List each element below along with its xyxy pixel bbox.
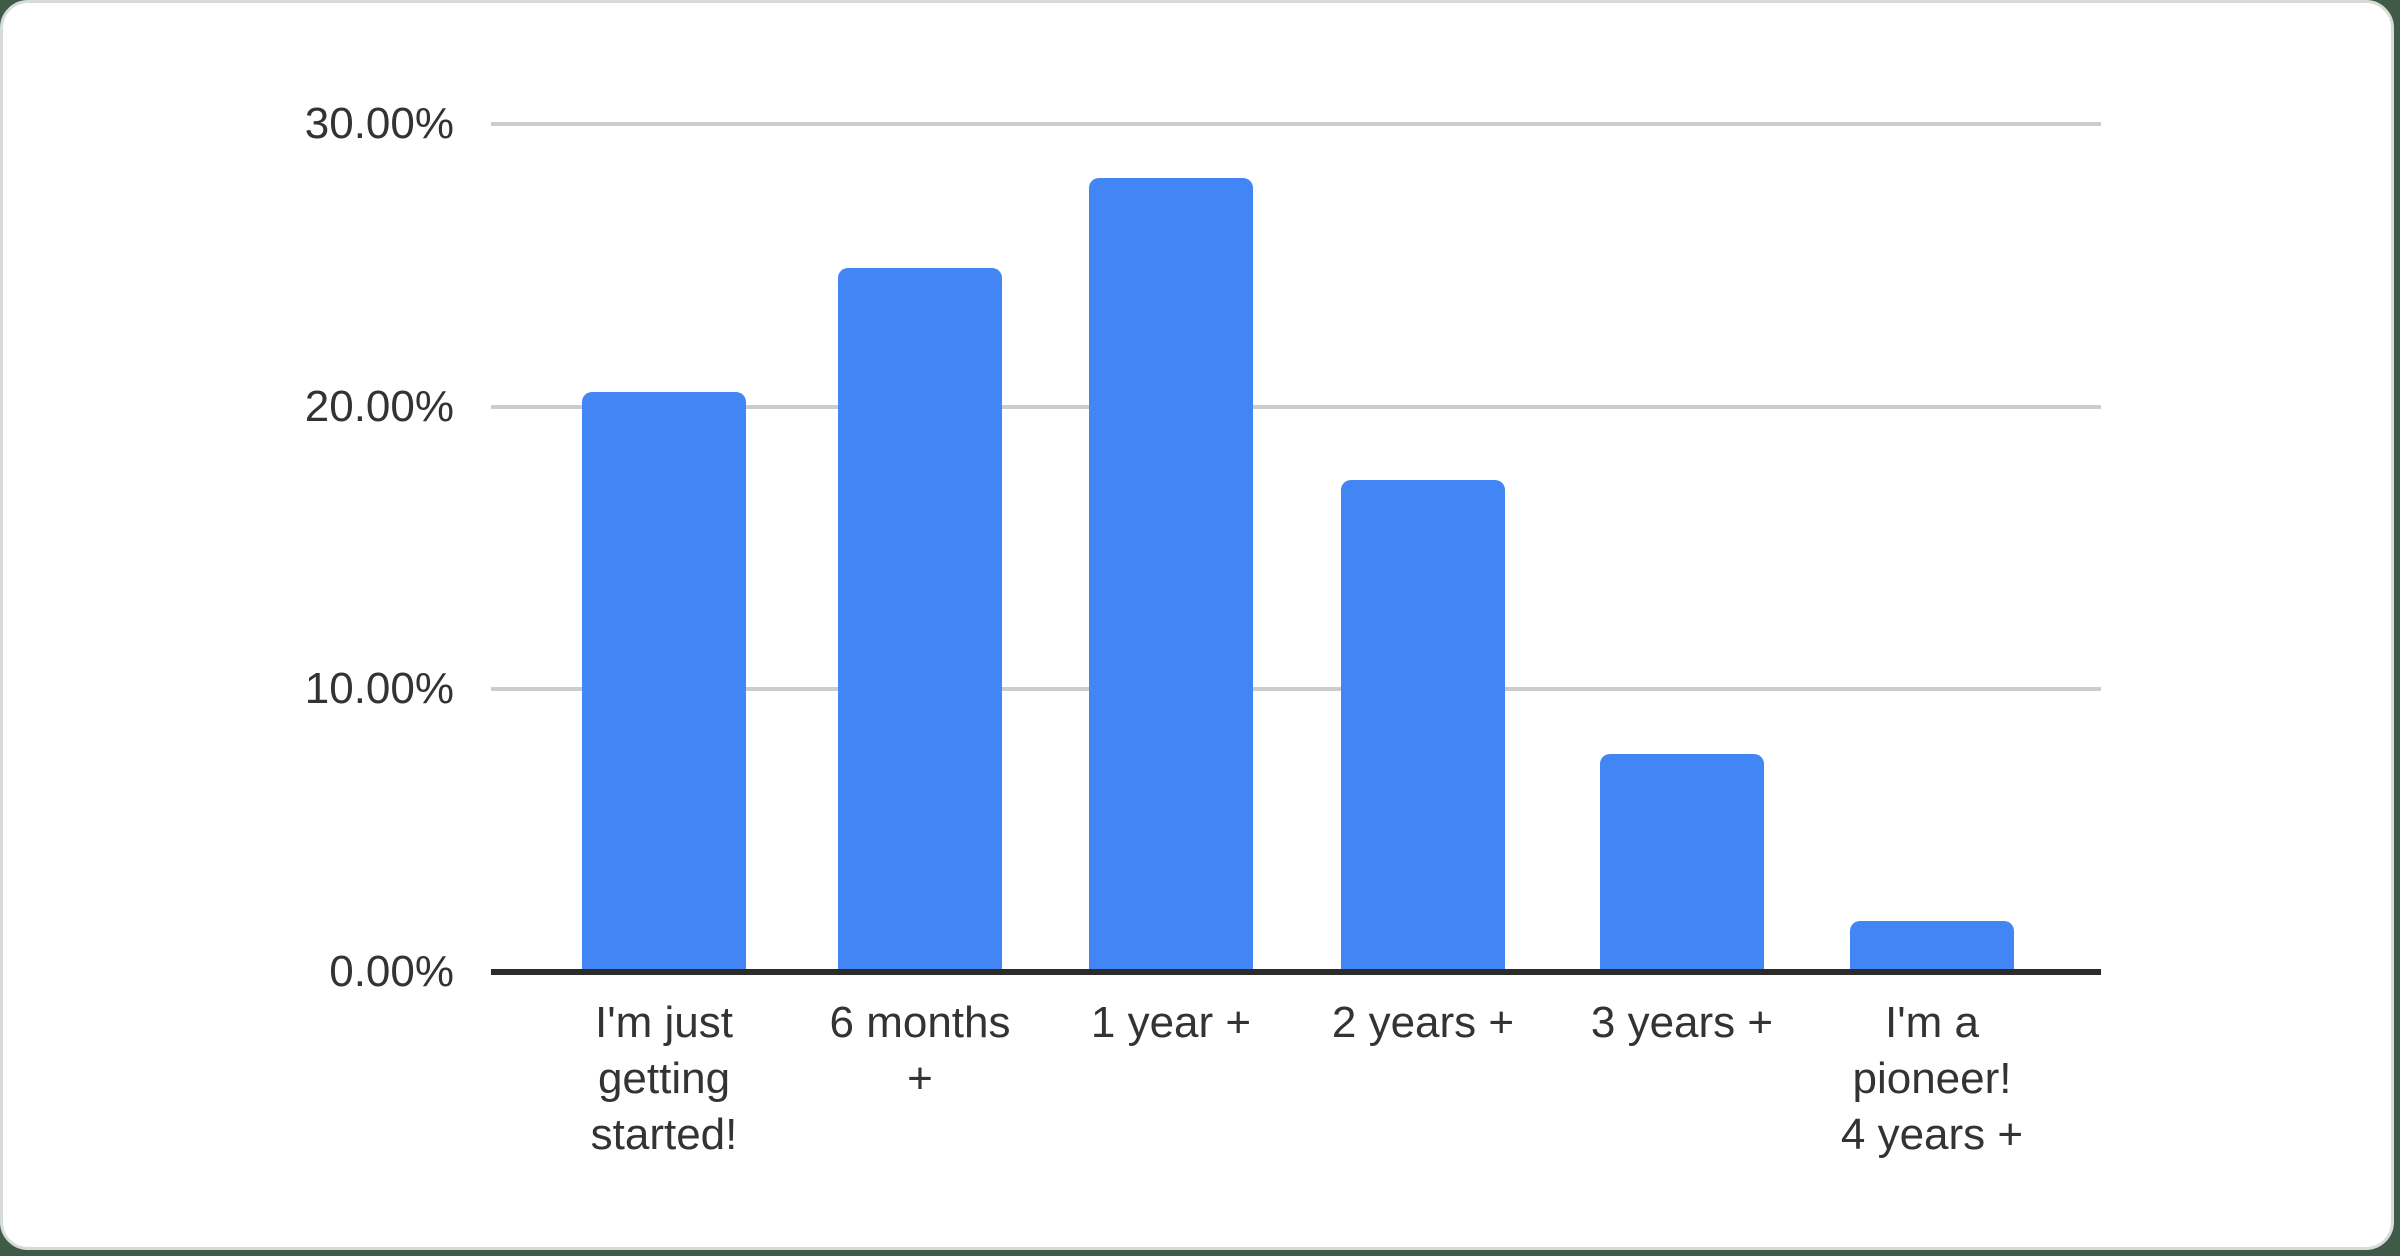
x-axis-category-label: I'm a pioneer! 4 years + [1840,998,2024,1159]
x-axis-line [491,969,2101,975]
y-axis-tick-label: 20.00% [304,381,454,431]
bar-category-5 [1600,754,1764,969]
gridline-10 [491,687,2101,692]
x-axis-category-label: 1 year + [1090,998,1252,1047]
x-axis-category-label: 3 years + [1590,998,1774,1047]
bar-category-4 [1341,479,1505,969]
bar-category-1 [582,392,746,969]
x-axis-category-label: 6 months + [829,998,1011,1103]
y-axis-tick-label: 30.00% [304,99,454,148]
y-axis-tick-label: 10.00% [304,664,454,714]
x-axis-category-label: 2 years + [1331,998,1515,1047]
bar-chart: 30.00% 20.00% 10.00% 0.00% I'm just getting … [3,3,2391,1247]
bar-category-6 [1850,920,2014,969]
gridline-20 [491,404,2101,409]
gridline-30 [491,122,2101,126]
bar-category-2 [838,267,1002,969]
x-axis-category-label: I'm just getting started! [590,998,738,1159]
bar-category-3 [1089,177,1253,969]
y-axis-tick-label: 0.00% [329,947,454,996]
